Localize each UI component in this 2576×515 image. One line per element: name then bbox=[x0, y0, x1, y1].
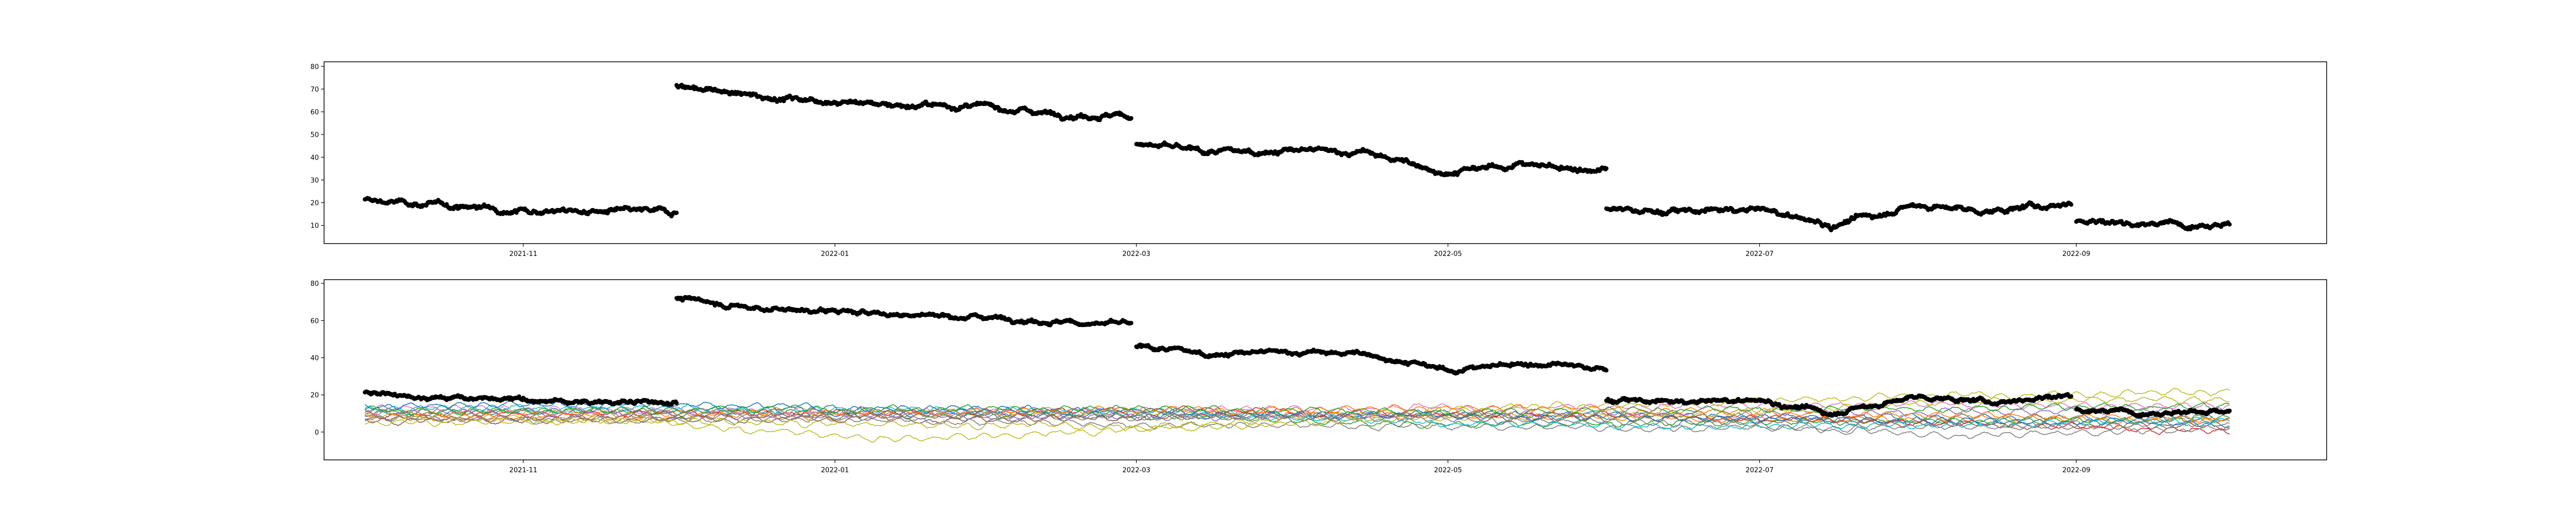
bottom-y-tick-label: 20 bbox=[310, 392, 319, 400]
top-x-tick-label: 2022-03 bbox=[1122, 250, 1150, 258]
top-y-tick-label: 60 bbox=[310, 109, 319, 116]
top-y-tick-label: 40 bbox=[310, 154, 319, 162]
bottom-series-line bbox=[364, 406, 2230, 422]
bottom-y-tick-label: 0 bbox=[315, 429, 319, 437]
top-y-tick-label: 30 bbox=[310, 177, 319, 184]
top-scatter-panel: 10 20 30 40 50 60 70 80 2021-11 2022-01 2022-03 202… bbox=[310, 61, 2327, 258]
bottom-series-line bbox=[364, 402, 2230, 417]
top-x-tick-label: 2022-09 bbox=[2062, 250, 2090, 258]
bottom-series-line bbox=[365, 396, 2230, 443]
bottom-series-line bbox=[364, 400, 2230, 416]
top-y-tick-label: 50 bbox=[310, 131, 319, 139]
top-point bbox=[674, 211, 679, 215]
top-segment bbox=[363, 196, 679, 219]
bottom-point bbox=[674, 401, 679, 405]
bottom-x-tick-label: 2021-11 bbox=[510, 467, 537, 474]
bottom-series-line bbox=[364, 411, 2230, 440]
top-x-tick-label: 2021-11 bbox=[510, 250, 537, 258]
bottom-line-panel: 0 20 40 60 80 2021-11 2022-01 2022-03 2022-05 202… bbox=[310, 279, 2327, 474]
bottom-segment bbox=[1134, 342, 1609, 376]
top-segment bbox=[1604, 200, 2074, 233]
top-segment bbox=[1134, 140, 1609, 178]
bottom-x-tick-label: 2022-01 bbox=[821, 467, 849, 474]
bottom-point bbox=[2069, 394, 2074, 399]
top-point bbox=[1129, 116, 1133, 121]
bottom-point bbox=[2227, 408, 2232, 413]
bottom-series-line bbox=[364, 400, 2230, 428]
top-segment bbox=[674, 82, 1133, 123]
top-point bbox=[2069, 202, 2074, 207]
bottom-x-tick-label: 2022-07 bbox=[1745, 467, 1773, 474]
top-y-tick-label: 80 bbox=[310, 63, 319, 71]
bottom-series-line bbox=[364, 404, 2230, 430]
top-y-tick-label: 10 bbox=[310, 222, 319, 230]
bottom-x-tick-label: 2022-09 bbox=[2062, 467, 2090, 474]
top-y-tick-label: 20 bbox=[310, 200, 319, 208]
bottom-axes-frame bbox=[324, 279, 2327, 460]
bottom-x-tick-label: 2022-03 bbox=[1122, 467, 1150, 474]
bottom-y-tick-label: 40 bbox=[310, 355, 319, 363]
bottom-series-line bbox=[365, 387, 2230, 432]
bottom-point bbox=[1604, 368, 1609, 373]
top-x-tick-label: 2022-01 bbox=[821, 250, 849, 258]
top-segment bbox=[2074, 217, 2232, 232]
bottom-series-line bbox=[364, 404, 2230, 423]
bottom-point bbox=[1129, 321, 1133, 325]
top-axes-frame bbox=[324, 61, 2327, 244]
bottom-x-tick-label: 2022-05 bbox=[1434, 467, 1462, 474]
bottom-segment bbox=[1604, 392, 2074, 418]
top-point bbox=[1604, 166, 1609, 171]
bottom-y-tick-label: 60 bbox=[310, 317, 319, 325]
bottom-y-tick-label: 80 bbox=[310, 280, 319, 288]
bottom-segment bbox=[2074, 406, 2232, 419]
top-y-tick-label: 70 bbox=[310, 86, 319, 94]
top-x-tick-label: 2022-05 bbox=[1434, 250, 1462, 258]
bottom-series-line bbox=[365, 413, 2230, 433]
top-point bbox=[2227, 222, 2232, 227]
bottom-segment bbox=[674, 295, 1133, 328]
top-x-tick-label: 2022-07 bbox=[1745, 250, 1773, 258]
bottom-segment bbox=[363, 389, 679, 407]
